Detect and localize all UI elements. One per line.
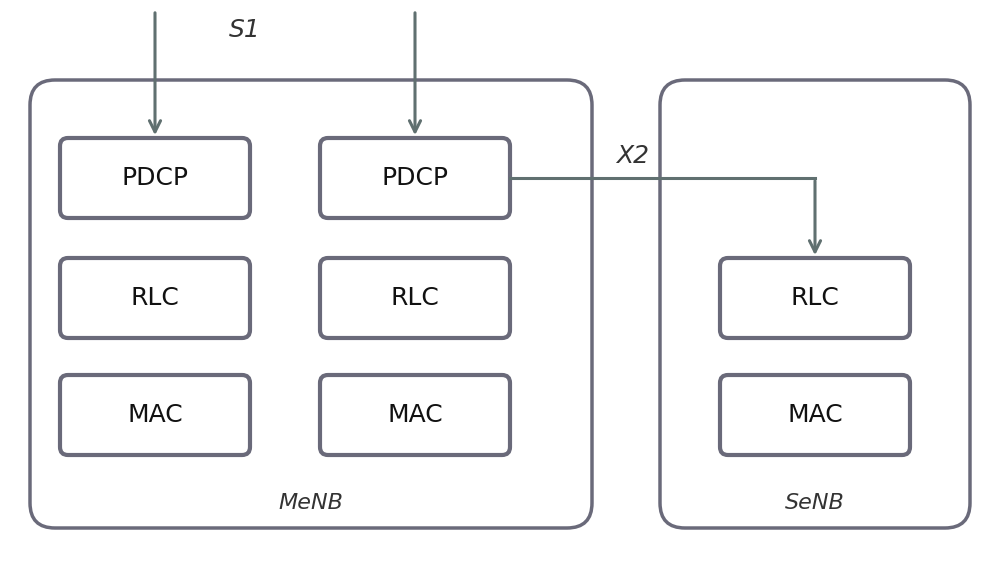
Text: MAC: MAC — [387, 403, 443, 427]
Text: RLC: RLC — [131, 286, 179, 310]
FancyBboxPatch shape — [60, 258, 250, 338]
Text: MAC: MAC — [127, 403, 183, 427]
Text: RLC: RLC — [391, 286, 439, 310]
FancyBboxPatch shape — [60, 138, 250, 218]
Text: MeNB: MeNB — [279, 493, 343, 513]
FancyBboxPatch shape — [320, 375, 510, 455]
Text: SeNB: SeNB — [785, 493, 845, 513]
Text: RLC: RLC — [791, 286, 839, 310]
Text: MAC: MAC — [787, 403, 843, 427]
Text: PDCP: PDCP — [122, 166, 188, 190]
Text: PDCP: PDCP — [382, 166, 448, 190]
FancyBboxPatch shape — [720, 258, 910, 338]
FancyBboxPatch shape — [320, 258, 510, 338]
Text: X2: X2 — [616, 144, 649, 168]
FancyBboxPatch shape — [60, 375, 250, 455]
FancyBboxPatch shape — [720, 375, 910, 455]
Text: S1: S1 — [229, 18, 261, 42]
FancyBboxPatch shape — [660, 80, 970, 528]
FancyBboxPatch shape — [30, 80, 592, 528]
FancyBboxPatch shape — [320, 138, 510, 218]
